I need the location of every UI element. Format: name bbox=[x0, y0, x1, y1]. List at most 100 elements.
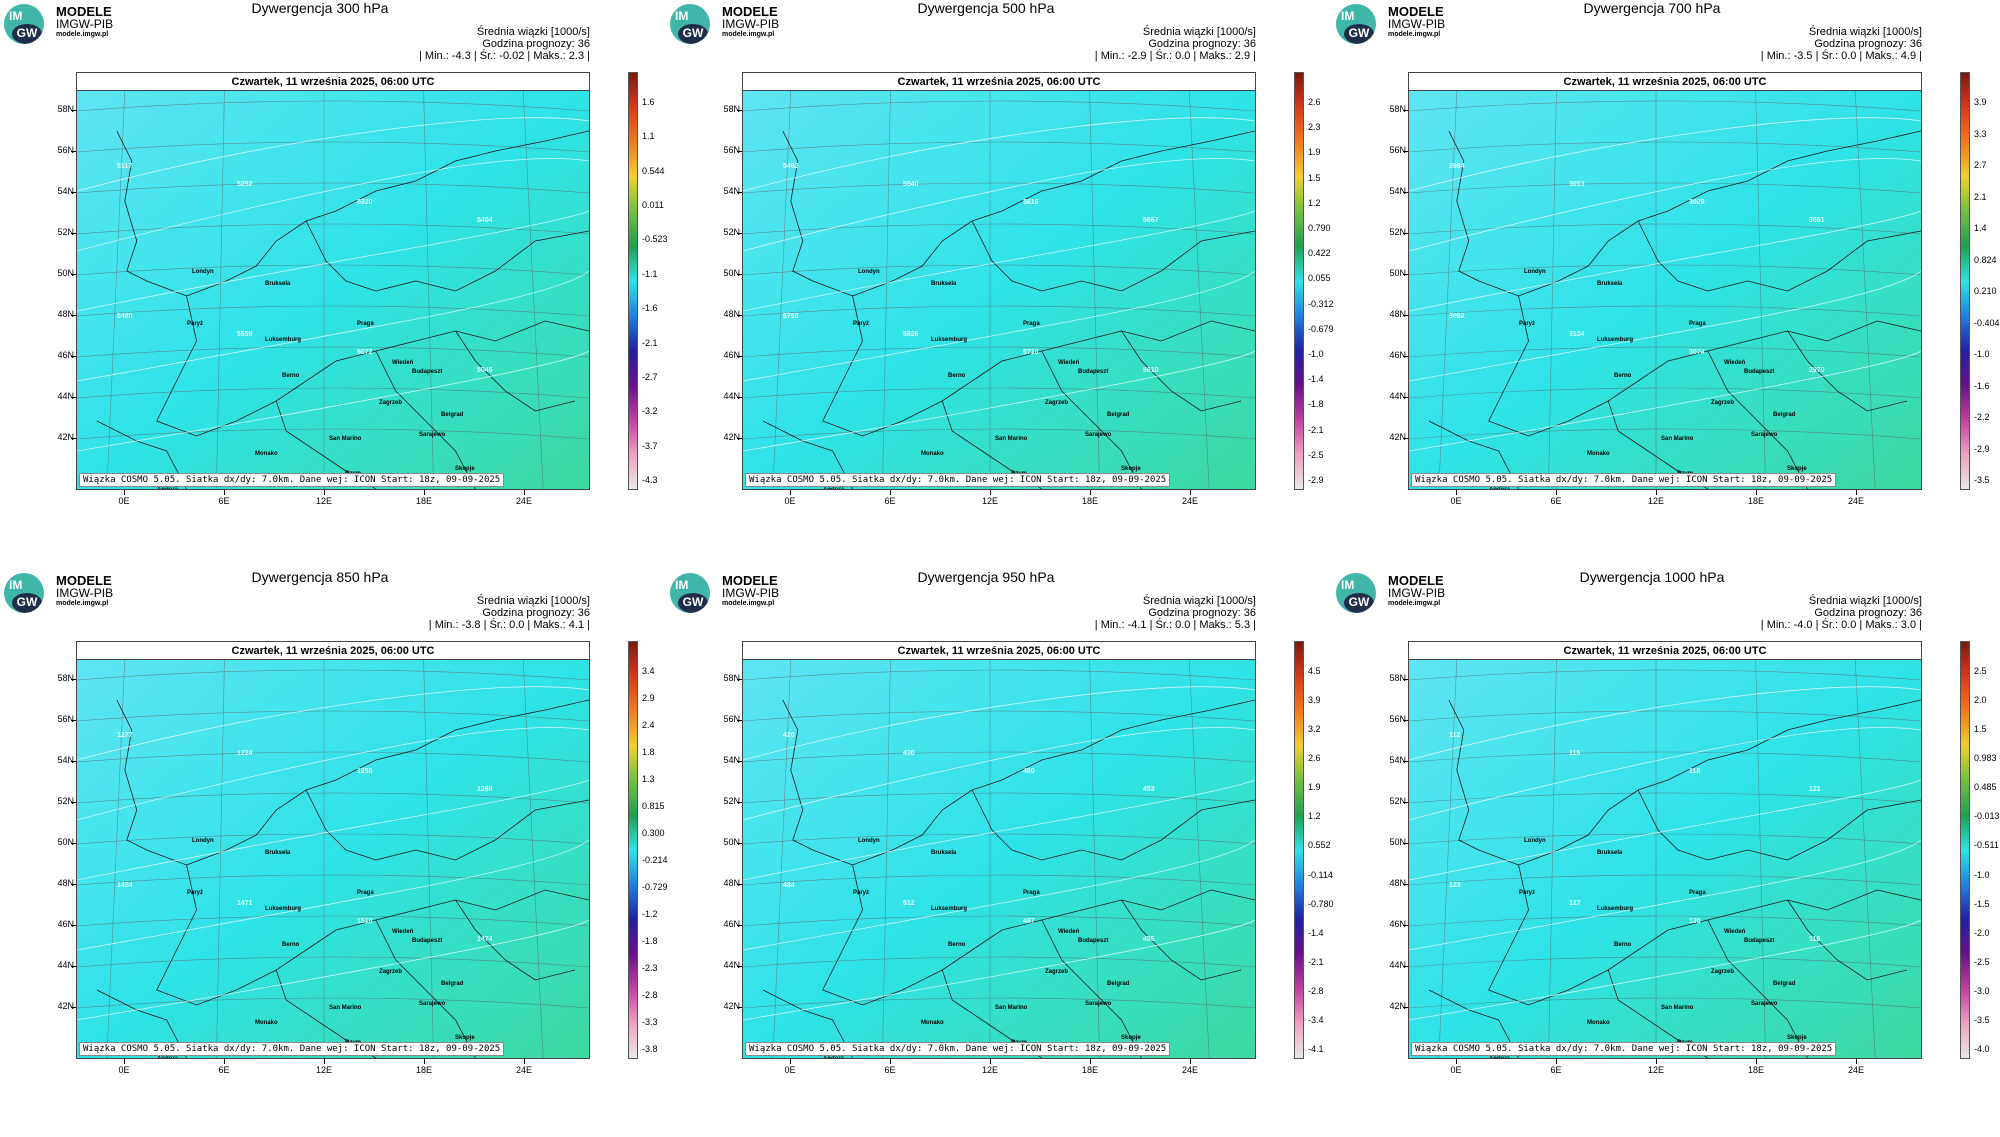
lat-tick bbox=[737, 843, 742, 844]
lat-label: 44N bbox=[57, 391, 74, 401]
min-mean-max: | Min.: -2.9 | Śr.: 0.0 | Maks.: 2.9 | bbox=[1094, 50, 1256, 62]
colorbar-label: 1.2 bbox=[1308, 811, 1321, 822]
lon-tick bbox=[1856, 1059, 1857, 1064]
lat-tick bbox=[1403, 802, 1408, 803]
lat-tick bbox=[71, 843, 76, 844]
lat-tick bbox=[737, 679, 742, 680]
model-footer: Wiązka COSMO 5.05. Siatka dx/dy: 7.0km. … bbox=[1411, 473, 1837, 487]
colorbar-label: 2.5 bbox=[1974, 666, 1987, 676]
contour-label: 1255 bbox=[357, 768, 373, 775]
stats-block: Średnia wiązki [1000/s] Godzina prognozy:… bbox=[1761, 595, 1922, 631]
lat-tick bbox=[1403, 192, 1408, 193]
lon-label: 6E bbox=[1550, 1065, 1562, 1075]
panel-title: Dywergencja 300 hPa bbox=[251, 0, 389, 16]
info-title: Średnia wiązki [1000/s] bbox=[1142, 595, 1256, 607]
lat-label: 56N bbox=[723, 145, 740, 155]
colorbar-label: 2.9 bbox=[642, 693, 655, 703]
min-mean-max: | Min.: -3.5 | Śr.: 0.0 | Maks.: 4.9 | bbox=[1760, 50, 1922, 62]
lat-label: 52N bbox=[1389, 796, 1406, 806]
colorbar-label: 2.6 bbox=[1308, 97, 1321, 107]
colorbar-label: 1.5 bbox=[1974, 724, 1987, 735]
lat-label: 52N bbox=[57, 796, 74, 806]
lat-tick bbox=[71, 761, 76, 762]
colorbar-label: 3.3 bbox=[1974, 128, 1987, 139]
lon-tick bbox=[1556, 1059, 1557, 1064]
logo-name: MODELE bbox=[56, 573, 112, 588]
colorbar-label: -2.1 bbox=[1308, 956, 1324, 967]
lat-tick bbox=[1403, 884, 1408, 885]
model-footer: Wiązka COSMO 5.05. Siatka dx/dy: 7.0km. … bbox=[745, 473, 1171, 487]
country-borders bbox=[1428, 130, 1921, 489]
city-label: San Marino bbox=[1661, 1005, 1694, 1011]
lon-label: 18E bbox=[1747, 496, 1764, 506]
imgw-badge-icon: IM GW bbox=[1336, 573, 1376, 613]
divergence-map: Czwartek, 11 września 2025, 06:00 UTC 112… bbox=[1408, 641, 1922, 1059]
logo-org: IMGW-PIB bbox=[1388, 17, 1446, 31]
city-label: Berno bbox=[282, 373, 300, 379]
contour-label: 5667 bbox=[1143, 217, 1159, 224]
lon-label: 24E bbox=[515, 496, 532, 506]
lat-tick bbox=[737, 966, 742, 967]
logo-org: IMGW-PIB bbox=[722, 586, 780, 600]
contour-label: 3124 bbox=[1569, 331, 1585, 338]
lat-tick bbox=[71, 233, 76, 234]
city-label: Londyn bbox=[1524, 838, 1546, 844]
city-label: Sarajewo bbox=[419, 432, 446, 438]
lat-tick bbox=[1403, 966, 1408, 967]
contour-label: 5462 bbox=[783, 163, 799, 170]
model-footer: Wiązka COSMO 5.05. Siatka dx/dy: 7.0km. … bbox=[1411, 1042, 1837, 1056]
graticule bbox=[743, 660, 1255, 1058]
colorbar-label: -1.6 bbox=[642, 303, 658, 314]
colorbar-label: 1.5 bbox=[1308, 172, 1321, 183]
lon-label: 18E bbox=[1747, 1065, 1764, 1075]
colorbar-label: 0.552 bbox=[1308, 840, 1331, 851]
map-panel: IM GW MODELE IMGW-PIB modele.imgw.pl Dywergen… bbox=[666, 0, 1334, 568]
lat-tick bbox=[71, 438, 76, 439]
lon-label: 0E bbox=[118, 1065, 130, 1075]
colorbar bbox=[1294, 72, 1304, 490]
stats-block: Średnia wiązki [1000/s] Godzina prognozy:… bbox=[1761, 26, 1922, 62]
city-label: Bruksela bbox=[1597, 850, 1623, 856]
lat-label: 42N bbox=[57, 1001, 74, 1011]
lat-label: 54N bbox=[723, 755, 740, 765]
city-label: Andora bbox=[823, 1056, 844, 1059]
stats-block: Średnia wiązki [1000/s] Godzina prognozy:… bbox=[419, 26, 590, 62]
colorbar-label: -1.0 bbox=[1308, 349, 1324, 359]
colorbar-label: -1.4 bbox=[1308, 374, 1324, 385]
city-label: Londyn bbox=[1524, 269, 1546, 275]
city-label: Skopje bbox=[1121, 1035, 1141, 1041]
colorbar-label: 2.1 bbox=[1974, 191, 1987, 202]
lat-tick bbox=[737, 356, 742, 357]
info-title: Średnia wiązki [1000/s] bbox=[476, 26, 590, 38]
map-field bbox=[77, 660, 589, 1058]
city-label: Andora bbox=[157, 1056, 178, 1059]
lat-tick bbox=[737, 925, 742, 926]
lat-tick bbox=[1403, 1007, 1408, 1008]
city-label: Paryż bbox=[853, 321, 870, 327]
lat-label: 48N bbox=[723, 309, 740, 319]
city-label: Zagrzeb bbox=[1045, 969, 1069, 975]
lat-label: 46N bbox=[1389, 350, 1406, 360]
lon-label: 18E bbox=[1081, 1065, 1098, 1075]
colorbar-label: -0.013 bbox=[1974, 811, 2000, 822]
city-label: Luksemburg bbox=[931, 906, 968, 912]
panel-title: Dywergencja 850 hPa bbox=[251, 569, 389, 585]
map-field bbox=[1409, 660, 1921, 1058]
city-label: Belgrad bbox=[441, 412, 464, 418]
lon-tick bbox=[1456, 490, 1457, 495]
logo-badge-bottom: GW bbox=[678, 593, 708, 613]
city-label: Paryż bbox=[1519, 321, 1536, 327]
lat-tick bbox=[71, 315, 76, 316]
city-label: Monako bbox=[921, 451, 944, 457]
city-label: Skopje bbox=[1787, 1035, 1807, 1041]
city-label: Zagrzeb bbox=[1711, 400, 1735, 406]
forecast-hour: Godzina prognozy: 36 bbox=[482, 38, 590, 50]
lat-tick bbox=[737, 274, 742, 275]
contour-label: 5616 bbox=[1023, 199, 1039, 206]
logo-org: IMGW-PIB bbox=[56, 17, 114, 31]
logo-url: modele.imgw.pl bbox=[722, 31, 775, 38]
logo-name: MODELE bbox=[722, 4, 778, 19]
city-label: Skopje bbox=[1121, 466, 1141, 472]
lat-tick bbox=[71, 110, 76, 111]
lat-label: 48N bbox=[723, 878, 740, 888]
